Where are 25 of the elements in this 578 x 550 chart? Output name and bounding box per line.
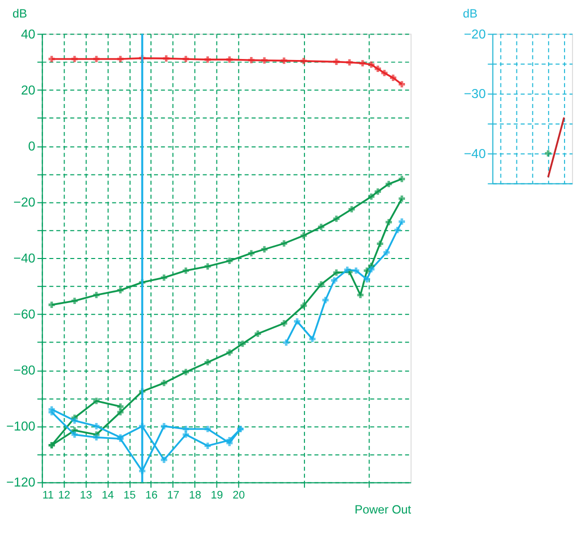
- y-tick-label: −40: [13, 250, 36, 266]
- y-tick-label: −20: [464, 26, 486, 42]
- x-tick-label: 11: [42, 490, 54, 502]
- y-axis-title: dB: [12, 6, 28, 20]
- y-tick-label: −30: [464, 86, 486, 102]
- y-tick-label: −120: [6, 474, 36, 490]
- x-tick-label: 12: [58, 490, 70, 502]
- x-axis-title: Power Out: [354, 502, 412, 517]
- x-tick-label: 16: [145, 490, 158, 502]
- x-tick-label: 18: [188, 490, 202, 502]
- y-tick-label: 0: [28, 138, 36, 154]
- y-tick-label: 40: [20, 26, 36, 42]
- y-tick-label: −100: [6, 418, 36, 434]
- x-tick-label: 15: [124, 490, 136, 502]
- y-axis-title: dB: [462, 6, 478, 20]
- y-tick-label: −20: [13, 194, 36, 210]
- y-tick-label: −80: [13, 362, 36, 378]
- x-tick-label: 20: [232, 490, 245, 502]
- x-tick-label: 17: [167, 490, 180, 502]
- y-tick-label: −40: [464, 146, 486, 161]
- y-tick-label: 20: [20, 82, 36, 98]
- x-tick-label: 19: [210, 490, 223, 502]
- x-tick-label: 13: [80, 490, 92, 502]
- y-tick-label: −60: [13, 306, 36, 322]
- x-tick-label: 14: [102, 490, 114, 502]
